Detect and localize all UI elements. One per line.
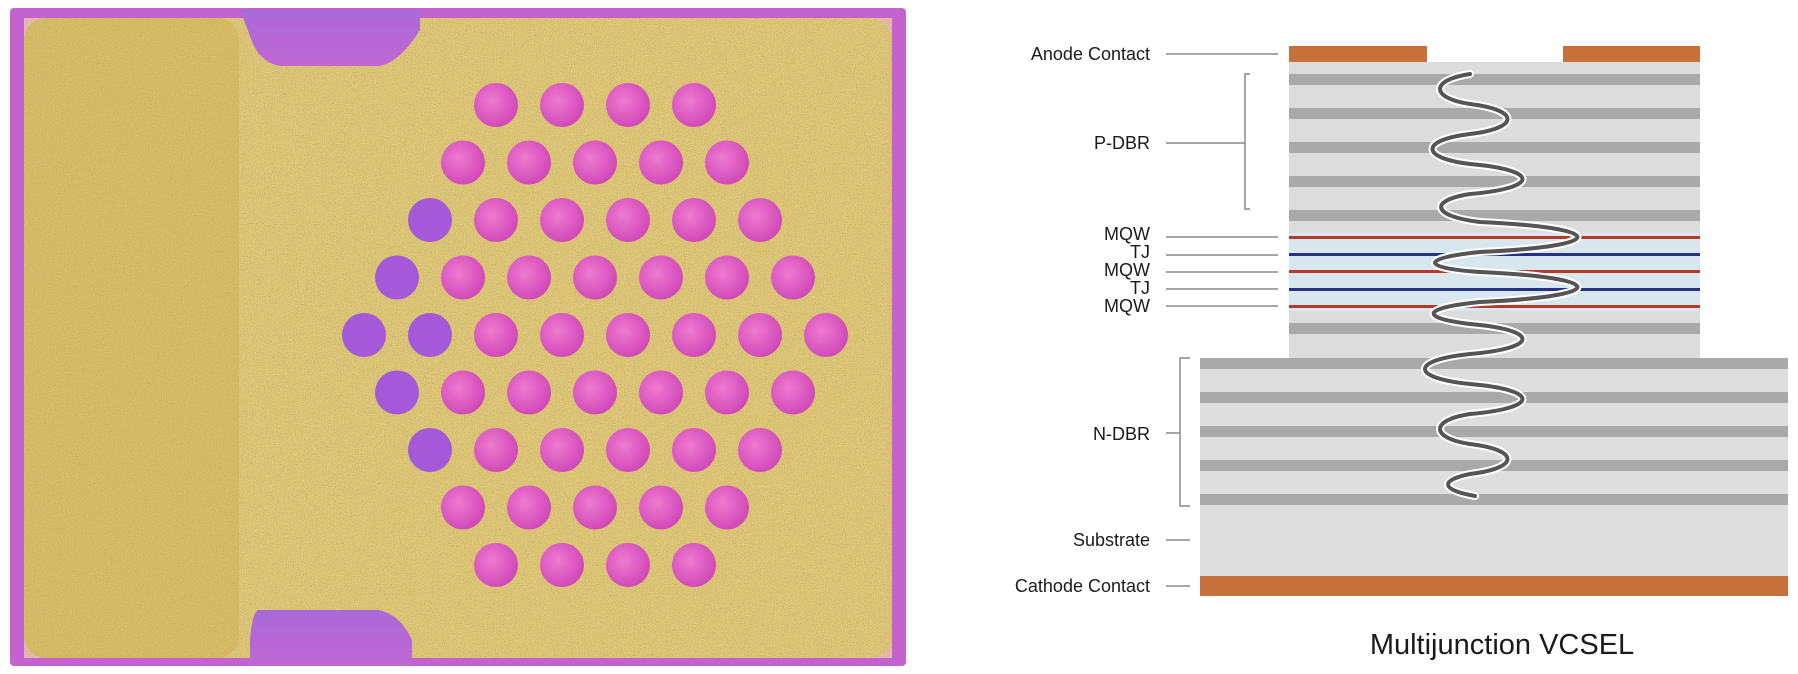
emitter xyxy=(573,370,617,415)
emitter xyxy=(441,140,485,185)
emitter xyxy=(573,255,617,300)
p-dbr-band xyxy=(1289,176,1700,187)
p-dbr-label: P-DBR xyxy=(1094,133,1150,153)
n-dbr-band xyxy=(1200,426,1788,437)
emitter xyxy=(573,140,617,185)
emitter xyxy=(540,198,584,242)
emitter xyxy=(804,313,848,357)
tj-1-label: TJ xyxy=(1130,242,1150,262)
emitter-array xyxy=(342,83,848,587)
emitter xyxy=(507,140,551,185)
emitter xyxy=(342,313,386,357)
emitter xyxy=(606,428,650,472)
emitter xyxy=(540,83,584,127)
emitter xyxy=(441,255,485,300)
emitter xyxy=(474,198,518,242)
emitter xyxy=(540,313,584,357)
emitter xyxy=(474,313,518,357)
p-dbr-band xyxy=(1289,210,1700,221)
n-dbr-bracket xyxy=(1179,357,1190,507)
emitter xyxy=(507,255,551,300)
emitter xyxy=(507,370,551,415)
emitter xyxy=(672,428,716,472)
substrate-label: Substrate xyxy=(1073,530,1150,550)
emitter xyxy=(705,485,749,530)
emitter xyxy=(441,370,485,415)
emitter xyxy=(672,198,716,242)
top-bond-pad xyxy=(240,10,420,66)
emitter xyxy=(705,255,749,300)
emitter xyxy=(375,370,419,415)
tj-layer-2 xyxy=(1289,288,1700,291)
tj-2-label: TJ xyxy=(1130,278,1150,298)
n-dbr-band xyxy=(1200,494,1788,505)
mqw-layer-3 xyxy=(1289,305,1700,308)
p-dbr-band xyxy=(1289,74,1700,85)
emitter xyxy=(408,313,452,357)
p-dbr-band xyxy=(1289,142,1700,153)
emitter xyxy=(771,255,815,300)
emitter xyxy=(606,543,650,587)
anode-contact-label: Anode Contact xyxy=(1031,44,1150,64)
p-dbr-stack xyxy=(1289,74,1700,221)
emitter xyxy=(474,83,518,127)
emitter xyxy=(540,543,584,587)
emitter xyxy=(672,313,716,357)
vcsel-cross-section: Anode Contact P-DBR MQW TJ MQW TJ MQW N-… xyxy=(1015,44,1788,661)
emitter xyxy=(507,485,551,530)
emitter xyxy=(738,428,782,472)
emitter xyxy=(441,485,485,530)
emitter xyxy=(540,428,584,472)
n-dbr-band xyxy=(1200,358,1788,369)
cathode-contact xyxy=(1200,576,1788,596)
emitter xyxy=(771,370,815,415)
emitter xyxy=(705,370,749,415)
emitter xyxy=(738,198,782,242)
mqw-layer-1 xyxy=(1289,236,1700,239)
emitter xyxy=(375,255,419,300)
p-dbr-bracket xyxy=(1244,73,1250,210)
emitter xyxy=(639,255,683,300)
anode-contact-right xyxy=(1563,46,1700,62)
emitter xyxy=(738,313,782,357)
leader-lines xyxy=(1166,53,1278,587)
bottom-bond-pad xyxy=(250,610,412,666)
mqw-3-label: MQW xyxy=(1104,296,1150,316)
emitter xyxy=(672,543,716,587)
anode-contact-left xyxy=(1289,46,1427,62)
emitter xyxy=(639,140,683,185)
emitter xyxy=(408,428,452,472)
die-micrograph xyxy=(10,8,906,666)
emitter xyxy=(705,140,749,185)
cathode-contact-label: Cathode Contact xyxy=(1015,576,1150,596)
layer-labels: Anode Contact P-DBR MQW TJ MQW TJ MQW N-… xyxy=(1015,44,1150,596)
emitter xyxy=(573,485,617,530)
diagram-title: Multijunction VCSEL xyxy=(1370,629,1634,661)
n-dbr-band xyxy=(1200,392,1788,403)
n-dbr-label: N-DBR xyxy=(1093,424,1150,444)
emitter xyxy=(474,543,518,587)
emitter xyxy=(639,485,683,530)
emitter xyxy=(606,83,650,127)
emitter xyxy=(408,198,452,242)
emitter xyxy=(672,83,716,127)
mqw-1-label: MQW xyxy=(1104,224,1150,244)
mqw-2-label: MQW xyxy=(1104,260,1150,280)
die-left-plateau xyxy=(24,18,239,658)
emitter xyxy=(474,428,518,472)
standing-wave-line xyxy=(1423,72,1580,498)
emitter xyxy=(639,370,683,415)
emitter xyxy=(606,313,650,357)
emitter xyxy=(606,198,650,242)
p-dbr-band xyxy=(1289,108,1700,119)
